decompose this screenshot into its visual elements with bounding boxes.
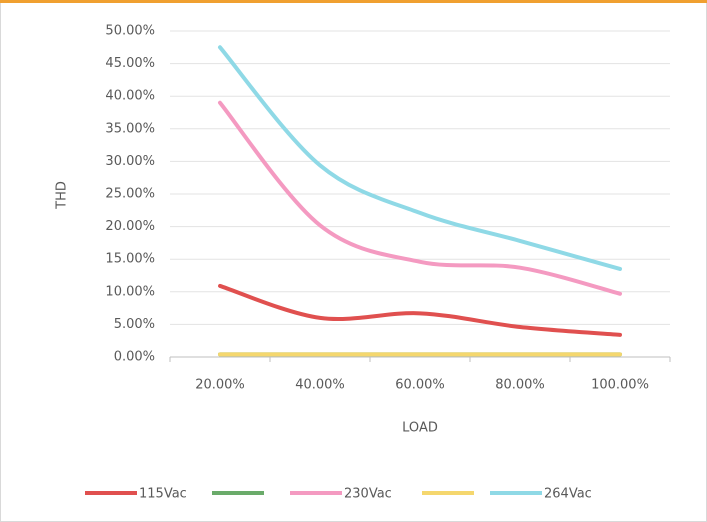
top-border xyxy=(0,0,707,3)
y-axis-title: THD xyxy=(55,181,70,210)
y-tick-label: 35.00% xyxy=(105,121,155,136)
y-tick-label: 45.00% xyxy=(105,56,155,71)
x-tick-label: 80.00% xyxy=(495,378,545,393)
x-tick-label: 60.00% xyxy=(395,378,445,393)
x-axis-title: LOAD xyxy=(402,421,438,436)
x-tick-label: 20.00% xyxy=(195,378,245,393)
legend-label: 264Vac xyxy=(544,487,592,502)
y-tick-label: 50.00% xyxy=(105,24,155,39)
y-tick-label: 10.00% xyxy=(105,284,155,299)
y-tick-label: 40.00% xyxy=(105,89,155,104)
x-tick-label: 40.00% xyxy=(295,378,345,393)
y-tick-label: 20.00% xyxy=(105,219,155,234)
legend-label: 115Vac xyxy=(139,487,187,502)
y-tick-label: 5.00% xyxy=(114,317,155,332)
legend-label: 230Vac xyxy=(344,487,392,502)
y-tick-label: 15.00% xyxy=(105,252,155,267)
y-tick-label: 30.00% xyxy=(105,154,155,169)
series-line xyxy=(218,283,622,337)
x-tick-label: 100.00% xyxy=(591,378,649,393)
series-line xyxy=(218,45,622,271)
y-tick-label: 0.00% xyxy=(114,350,155,365)
y-tick-label: 25.00% xyxy=(105,187,155,202)
series-line xyxy=(218,100,622,296)
